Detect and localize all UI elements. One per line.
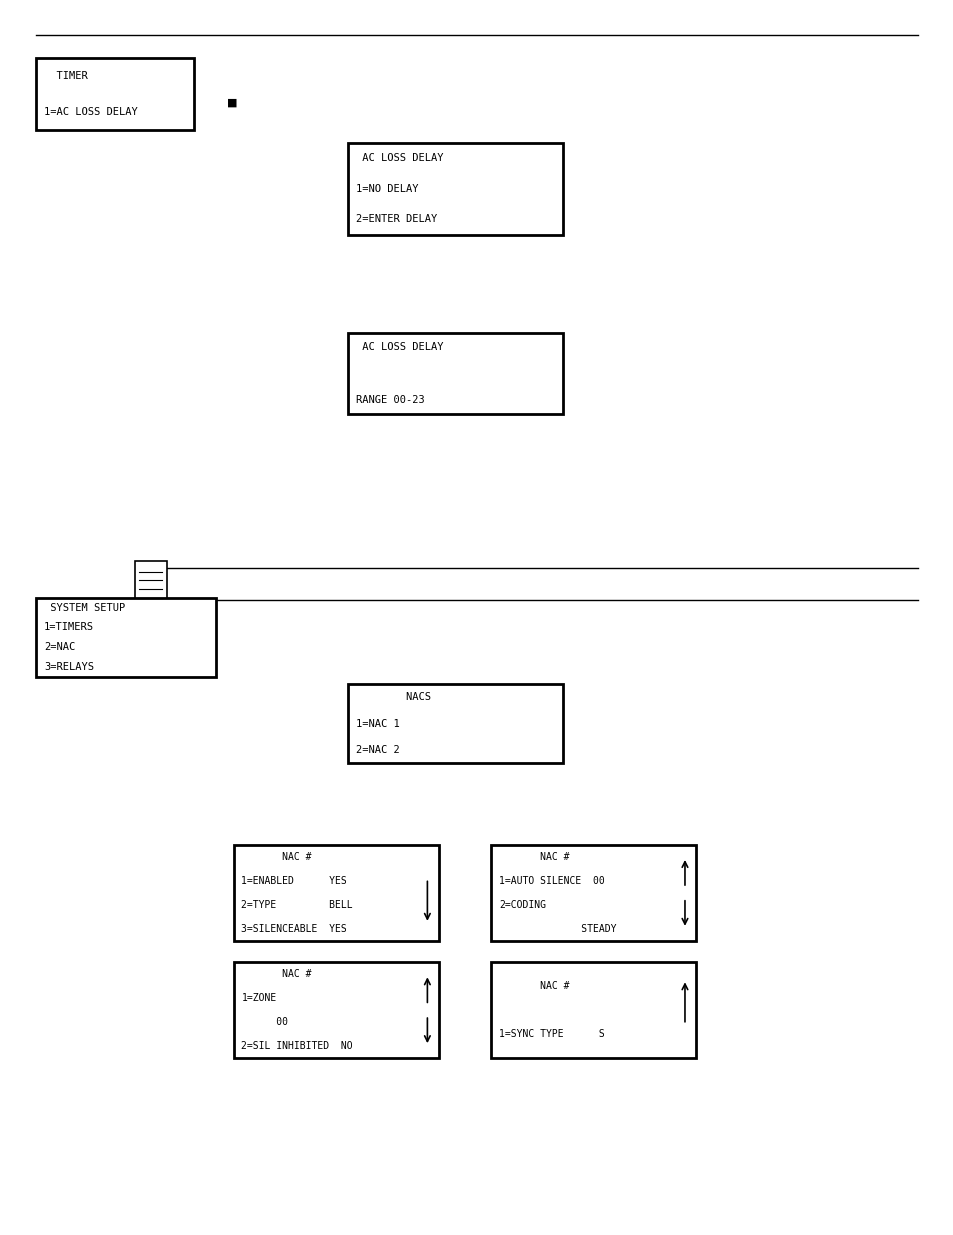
Text: 1=ZONE: 1=ZONE — [241, 993, 276, 1003]
Text: TIMER: TIMER — [44, 70, 88, 82]
Text: STEADY: STEADY — [498, 924, 616, 934]
Text: NAC #: NAC # — [498, 852, 569, 862]
Text: 1=ENABLED      YES: 1=ENABLED YES — [241, 876, 347, 885]
Text: 1=TIMERS: 1=TIMERS — [44, 622, 93, 632]
Text: AC LOSS DELAY: AC LOSS DELAY — [355, 153, 443, 163]
Text: SYSTEM SETUP: SYSTEM SETUP — [44, 603, 125, 613]
FancyBboxPatch shape — [348, 143, 562, 235]
Text: 1=AC LOSS DELAY: 1=AC LOSS DELAY — [44, 106, 137, 117]
FancyBboxPatch shape — [233, 845, 438, 941]
FancyBboxPatch shape — [36, 58, 193, 130]
Text: 2=TYPE         BELL: 2=TYPE BELL — [241, 900, 353, 910]
FancyBboxPatch shape — [348, 333, 562, 414]
Text: 2=NAC: 2=NAC — [44, 642, 75, 652]
Text: 3=SILENCEABLE  YES: 3=SILENCEABLE YES — [241, 924, 347, 934]
Text: 3=RELAYS: 3=RELAYS — [44, 662, 93, 672]
Text: 00: 00 — [241, 1018, 288, 1028]
FancyBboxPatch shape — [491, 845, 696, 941]
Text: NAC #: NAC # — [241, 969, 312, 979]
Text: NAC #: NAC # — [498, 981, 569, 992]
FancyBboxPatch shape — [36, 598, 215, 677]
Text: RANGE 00-23: RANGE 00-23 — [355, 395, 424, 405]
FancyBboxPatch shape — [491, 962, 696, 1058]
FancyBboxPatch shape — [348, 684, 562, 763]
Text: 1=NO DELAY: 1=NO DELAY — [355, 184, 418, 194]
Text: 1=AUTO SILENCE  00: 1=AUTO SILENCE 00 — [498, 876, 604, 885]
Text: 2=ENTER DELAY: 2=ENTER DELAY — [355, 215, 436, 225]
FancyBboxPatch shape — [233, 962, 438, 1058]
Text: AC LOSS DELAY: AC LOSS DELAY — [355, 342, 443, 352]
Text: 2=SIL INHIBITED  NO: 2=SIL INHIBITED NO — [241, 1041, 353, 1051]
Text: 1=NAC 1: 1=NAC 1 — [355, 719, 399, 729]
Text: ■: ■ — [227, 98, 237, 107]
Text: 1=SYNC TYPE      S: 1=SYNC TYPE S — [498, 1029, 604, 1040]
Text: 2=CODING: 2=CODING — [498, 900, 545, 910]
Text: NACS: NACS — [355, 693, 431, 703]
FancyBboxPatch shape — [134, 561, 167, 608]
Text: NAC #: NAC # — [241, 852, 312, 862]
Text: 2=NAC 2: 2=NAC 2 — [355, 745, 399, 755]
